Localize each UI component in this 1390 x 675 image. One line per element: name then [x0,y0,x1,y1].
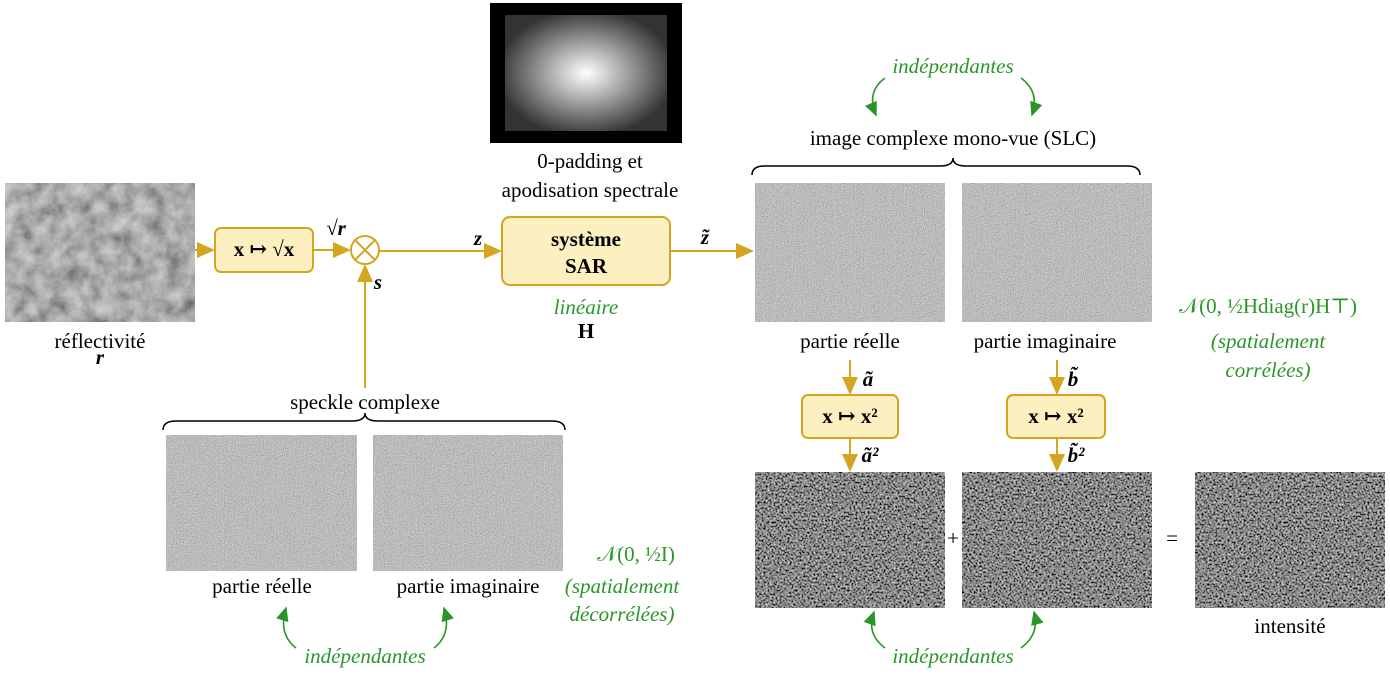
label: partie imaginaire [974,329,1117,353]
relation: indépendantes [892,644,1013,668]
curved-arrow [1021,612,1035,648]
brace [163,413,565,430]
curved-arrow [1021,78,1034,115]
box-label: x ↦ x² [1028,404,1083,428]
curved-arrow [872,612,885,648]
operator: H [578,319,594,343]
symbol: b̃ [1068,367,1079,391]
note: corrélées) [1225,358,1310,382]
diagram: 0-padding et apodisation spectrale réfle… [0,0,1390,675]
box-label: SAR [565,254,608,278]
brace [752,158,1140,175]
real-squared-image [755,472,945,608]
symbol: ã² [862,443,880,467]
note: décorrélées) [570,602,675,626]
law: 𝒩(0, ½I) [597,542,675,566]
title: image complexe mono-vue (SLC) [810,126,1096,150]
title: speckle complexe [290,390,440,414]
note: (spatialement [1211,329,1326,353]
caption: 0-padding et [537,149,643,173]
intensity-image [1195,472,1385,608]
slc-imag-image [962,183,1152,322]
speckle-real-image [166,435,357,571]
symbol: r [96,345,105,369]
relation: indépendantes [304,644,425,668]
label: partie réelle [800,329,900,353]
slc-real-image [755,183,945,322]
curved-arrow [434,608,446,648]
label: partie réelle [212,574,312,598]
operator: + [947,526,959,550]
caption: apodisation spectrale [502,178,679,202]
box-label: x ↦ x² [822,404,877,428]
box-label: x ↦ √x [234,237,295,261]
box-label: système [551,227,621,251]
symbol: b̃² [1068,443,1086,467]
symbol: ã [863,367,874,391]
law: 𝒩(0, ½Hdiag(r)H⊤) [1179,294,1357,318]
relation: indépendantes [892,54,1013,78]
property: linéaire [554,295,619,319]
label: intensité [1254,614,1325,638]
symbol: z̃ [700,225,710,249]
label: partie imaginaire [397,574,540,598]
reflectivity-image [5,183,195,322]
operator: = [1166,526,1178,550]
curved-arrow [284,608,296,648]
symbol: z [473,226,483,250]
symbol: √r [326,216,347,240]
symbol: s [373,270,382,294]
note: (spatialement [565,574,680,598]
apodisation-window [505,15,667,131]
speckle-imag-image [373,435,563,571]
imag-squared-image [962,472,1152,608]
curved-arrow [873,78,885,115]
